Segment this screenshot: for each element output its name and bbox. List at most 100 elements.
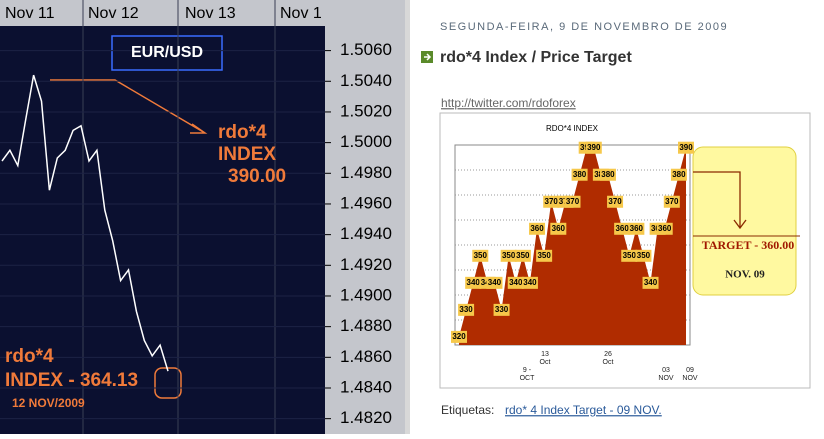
value-label: 370 (566, 197, 580, 206)
y-tick-label: 1.4960 (340, 193, 392, 212)
annotation: OCT (520, 375, 536, 382)
y-tick-label: 1.4840 (340, 377, 392, 396)
y-tick-label: 1.5060 (340, 40, 392, 59)
value-label: 340 (509, 278, 523, 287)
value-label-box (451, 330, 467, 343)
value-label-box (507, 276, 524, 289)
date-axis (0, 0, 325, 26)
value-label-box (521, 276, 538, 289)
value-label-box (635, 249, 652, 262)
value-label-box (486, 276, 503, 289)
annotation: 09 (686, 367, 694, 374)
annotation: 03 (662, 367, 670, 374)
price-line (1, 74, 169, 372)
value-label: 380 (573, 170, 587, 179)
y-tick-label: 1.4920 (340, 255, 392, 274)
value-label: 360 (630, 224, 644, 233)
plot-background (0, 0, 325, 434)
price-axis (325, 0, 405, 434)
value-label-box (514, 249, 531, 262)
date-label: Nov 13 (185, 5, 236, 22)
annotation: rdo*4 (218, 122, 267, 143)
arrow (50, 79, 208, 134)
value-label-box (550, 222, 567, 235)
y-tick-label: 1.5020 (340, 101, 392, 120)
title-icon-arrow (424, 53, 432, 61)
value-label-box (529, 222, 546, 235)
value-label-box (599, 168, 616, 181)
value-label: 360 (530, 224, 544, 233)
y-tick-label: 1.4940 (340, 224, 392, 243)
value-label-box (642, 276, 659, 289)
annotation: 12 NOV/2009 (12, 396, 85, 410)
value-label-box (656, 222, 673, 235)
value-label: 390 (587, 143, 601, 152)
value-label: 320 (452, 332, 466, 341)
value-label: 380 (672, 170, 686, 179)
value-label-box (663, 195, 680, 208)
value-label: 330 (459, 305, 473, 314)
value-label-box (543, 195, 560, 208)
labels-caption: Etiquetas: (441, 403, 494, 417)
end-circle (154, 367, 182, 399)
value-label: 380 (601, 170, 615, 179)
annotation: NOV (682, 375, 698, 382)
value-label: 350 (502, 251, 516, 260)
value-label: 370 (665, 197, 679, 206)
label-link[interactable]: rdo* 4 Index Target - 09 NOV. (505, 403, 662, 417)
value-label-box (472, 249, 489, 262)
value-label-box (458, 303, 475, 316)
y-tick-label: 1.5040 (340, 71, 392, 90)
value-label: 330 (495, 305, 509, 314)
y-tick-label: 1.4880 (340, 316, 392, 335)
annotation: NOV (658, 375, 674, 382)
annotation: 26 (604, 351, 612, 358)
y-tick-label: 1.4900 (340, 285, 392, 304)
annotation: rdo*4 (5, 346, 54, 367)
value-label: 340 (467, 278, 481, 287)
annotation: TARGET - 360.00 (702, 238, 795, 252)
value-label: 340 (523, 278, 537, 287)
y-tick-label: 1.4980 (340, 163, 392, 182)
date-label: Nov 12 (88, 5, 139, 22)
value-label-box (564, 195, 581, 208)
post-link[interactable]: http://twitter.com/rdoforex (441, 96, 576, 110)
annotation: INDEX - 364.13 (5, 370, 138, 391)
value-label: 370 (608, 197, 622, 206)
value-label-box (607, 195, 624, 208)
annotation: Oct (540, 359, 551, 366)
annotation: INDEX (218, 144, 276, 165)
value-label-box (500, 249, 517, 262)
value-label: 340 (644, 278, 658, 287)
value-label-box (536, 249, 553, 262)
value-label: 360 (658, 224, 672, 233)
target-arrow (693, 171, 747, 230)
value-label: 390 (679, 143, 693, 152)
annotation: 9 - (523, 367, 532, 374)
value-label-box (621, 249, 638, 262)
value-label: 360 (615, 224, 629, 233)
area (459, 147, 686, 345)
value-label: 370 (545, 197, 559, 206)
value-label-box (628, 222, 645, 235)
annotation: 390.00 (228, 166, 286, 187)
pair-box (111, 35, 223, 71)
annotation: NOV. 09 (725, 269, 765, 281)
value-label: 350 (516, 251, 530, 260)
value-label: 350 (623, 251, 637, 260)
annotation: 13 (541, 351, 549, 358)
value-label: 340 (488, 278, 502, 287)
y-tick-label: 1.4820 (340, 408, 392, 427)
value-label: 350 (637, 251, 651, 260)
value-label: 350 (474, 251, 488, 260)
value-label-box (465, 276, 482, 289)
y-tick-label: 1.4860 (340, 347, 392, 366)
value-label-box (493, 303, 510, 316)
annotation: Oct (603, 359, 614, 366)
value-label-box (585, 141, 602, 154)
date-label: Nov 11 (5, 5, 55, 22)
y-tick-label: 1.5000 (340, 132, 392, 151)
divider (405, 0, 410, 434)
annotation: EUR/USD (131, 44, 203, 61)
